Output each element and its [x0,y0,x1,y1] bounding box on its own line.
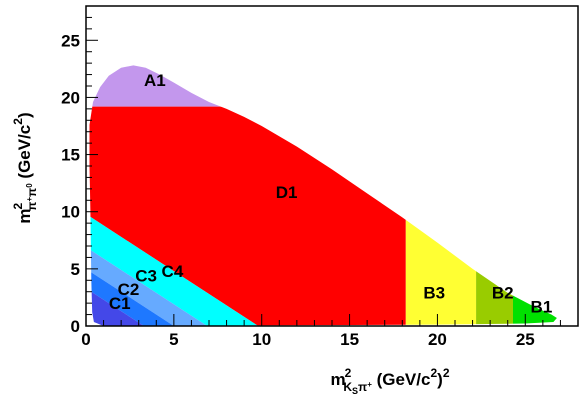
region-c4 [89,214,259,326]
ticks-layer: 0 5 10 15 20 25 0 5 10 15 20 25 [61,5,579,349]
region-b2 [476,65,513,326]
x-axis-title: m2 KSπ+ (GeV/c2)2 [331,366,450,396]
region-label-c1: C1 [109,294,131,313]
x-tick-label: 25 [516,330,535,349]
region-c3 [89,247,208,326]
region-label-d1: D1 [276,183,298,202]
y-tick-label: 25 [61,31,80,50]
region-b1 [512,65,557,326]
region-label-a1: A1 [144,71,166,90]
y-tick-label: 10 [61,203,80,222]
x-tick-label: 15 [340,330,359,349]
y-tick-label: 20 [61,88,80,107]
region-a1 [89,65,557,107]
region-label-b2: B2 [492,284,514,303]
y-tick-label: 15 [61,146,80,165]
x-tick-label: 10 [252,330,271,349]
x-tick-label: 20 [428,330,447,349]
region-label-b1: B1 [531,297,553,316]
region-c1 [89,288,144,327]
region-label-b3: B3 [423,284,445,303]
region-label-c2: C2 [118,280,140,299]
region-label-c3: C3 [135,266,157,285]
y-axis-title: m2π+π0 (GeV/c2) [11,112,39,223]
x-tick-label: 5 [169,330,178,349]
region-label-c4: C4 [162,262,184,281]
y-tick-label: 0 [71,317,80,336]
y-tick-label: 5 [71,260,80,279]
region-c2 [89,268,174,326]
x-tick-label: 0 [81,330,90,349]
region-b3 [405,65,477,326]
